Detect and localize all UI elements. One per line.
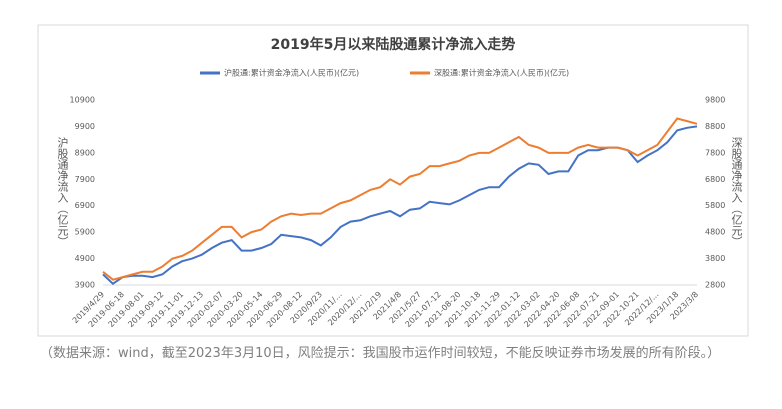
y-tick-label: 9900 [75,122,95,131]
y-tick-label: 6900 [75,201,95,210]
y2-tick-label: 6800 [705,175,725,184]
y-tick-label: 8900 [75,148,95,157]
y2-tick-label: 4800 [705,228,725,237]
y2-axis-title: 深股通净流入（亿元） [730,137,743,247]
y2-tick-label: 5800 [705,201,725,210]
y2-tick-label: 8800 [705,122,725,131]
legend-label: 深股通:累计资金净流入(人民币)(亿元) [434,68,569,78]
chart: 2019年5月以来陆股通累计净流入走势 沪股通净流入（亿元） 深股通净流入（亿元… [37,24,749,337]
y-axis-title: 沪股通净流入（亿元） [56,136,69,247]
series-line [102,117,698,281]
chart-title: 2019年5月以来陆股通累计净流入走势 [271,36,516,53]
y-tick-label: 5900 [75,228,95,237]
footnote: （数据来源：wind，截至2023年3月10日，风险提示：我国股市运作时间较短，… [40,346,721,361]
legend-label: 沪股通:累计资金净流入(人民币)(亿元) [224,68,359,78]
series-line [102,125,698,285]
y2-tick-label: 3800 [705,254,725,263]
y2-tick-label: 7800 [705,148,725,157]
y-tick-label: 4900 [75,254,95,263]
y-tick-label: 3900 [75,281,95,290]
y-tick-label: 7900 [75,175,95,184]
y-tick-label: 10900 [70,96,95,105]
y2-tick-label: 2800 [705,281,725,290]
y2-tick-label: 9800 [705,96,725,105]
